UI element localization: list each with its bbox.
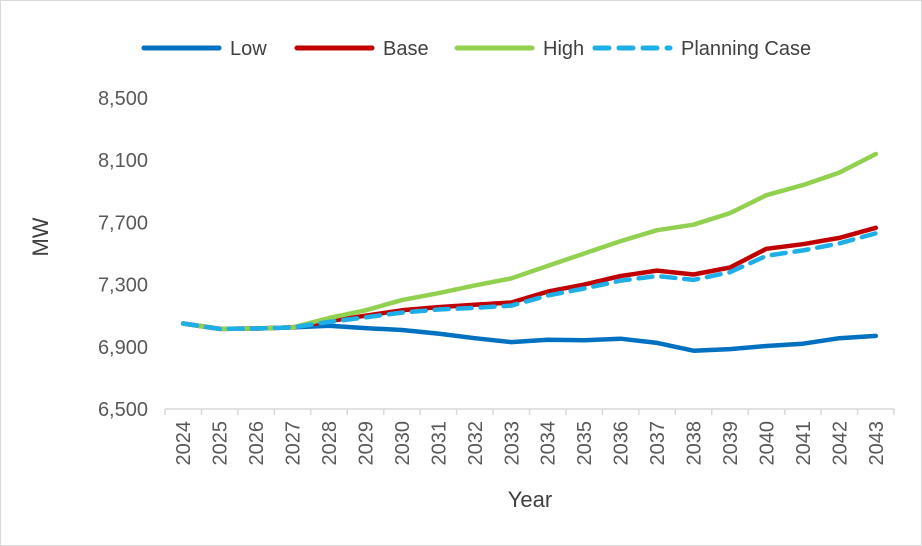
x-axis-title: Year bbox=[508, 487, 552, 512]
series-layer bbox=[180, 151, 879, 353]
x-tick-label: 2031 bbox=[428, 421, 450, 466]
legend-label: Planning Case bbox=[681, 38, 811, 60]
series-line-planning-case bbox=[180, 231, 879, 332]
x-axis: 2024 2025 2026 2027 2028 2029 2030 2031 2032 2033… bbox=[164, 408, 895, 466]
x-tick-label: 2027 bbox=[283, 421, 305, 466]
x-tick-label: 2025 bbox=[210, 421, 232, 466]
y-tick-label: 6,500 bbox=[98, 399, 148, 421]
x-tick-label: 2043 bbox=[866, 421, 888, 466]
x-tick-label: 2029 bbox=[355, 421, 377, 466]
x-tick-label: 2026 bbox=[246, 421, 268, 466]
x-tick-label: 2030 bbox=[392, 421, 414, 466]
legend-label: High bbox=[543, 38, 584, 60]
x-tick-label: 2038 bbox=[684, 421, 706, 466]
x-tick-label: 2036 bbox=[611, 421, 633, 466]
x-tick-label: 2035 bbox=[574, 421, 596, 466]
y-tick-label: 7,300 bbox=[98, 275, 148, 297]
y-tick-label: 6,900 bbox=[98, 337, 148, 359]
x-tick-label: 2033 bbox=[501, 421, 523, 466]
x-tick-label: 2024 bbox=[173, 421, 195, 466]
x-tick-label: 2032 bbox=[465, 421, 487, 466]
legend-label: Base bbox=[383, 38, 429, 60]
x-tick-label: 2034 bbox=[538, 421, 560, 466]
y-axis-title: MW bbox=[28, 217, 53, 256]
legend-item-high: High bbox=[454, 38, 584, 60]
legend-item-low: Low bbox=[141, 38, 267, 60]
x-tick-label: 2041 bbox=[793, 421, 815, 466]
legend-item-planning-case: Planning Case bbox=[592, 38, 811, 60]
series-line-base bbox=[180, 225, 879, 332]
y-axis: 6,500 6,900 7,300 7,700 8,100 8,500 bbox=[98, 88, 148, 421]
x-tick-label: 2040 bbox=[756, 421, 778, 466]
legend: Low Base High Planning Case bbox=[141, 38, 811, 60]
x-tick-label: 2039 bbox=[720, 421, 742, 466]
y-tick-label: 7,700 bbox=[98, 212, 148, 234]
x-tick-label: 2028 bbox=[319, 421, 341, 466]
y-tick-label: 8,100 bbox=[98, 150, 148, 172]
y-tick-label: 8,500 bbox=[98, 88, 148, 110]
x-tick-label: 2042 bbox=[829, 421, 851, 466]
legend-item-base: Base bbox=[294, 38, 429, 60]
x-tick-label: 2037 bbox=[647, 421, 669, 466]
legend-label: Low bbox=[230, 38, 267, 60]
